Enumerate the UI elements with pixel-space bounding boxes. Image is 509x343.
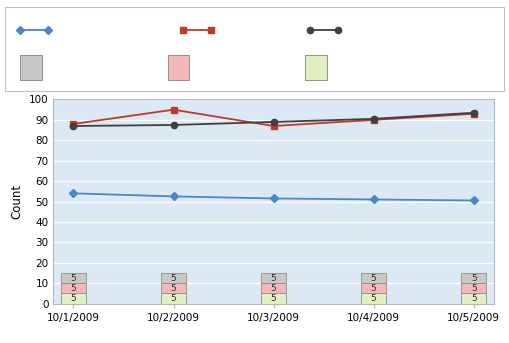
Text: 5: 5 (371, 274, 377, 283)
Bar (461, 273, 486, 283)
Text: 5: 5 (271, 294, 276, 303)
Text: Inconclusive Tests: Inconclusive Tests (48, 62, 138, 72)
Bar (61, 273, 86, 283)
Text: 5: 5 (71, 274, 76, 283)
Bar (261, 283, 286, 293)
Bar (461, 293, 486, 304)
Text: 5: 5 (171, 284, 177, 293)
Text: 5: 5 (371, 284, 377, 293)
Y-axis label: Count: Count (10, 184, 23, 219)
Text: 5: 5 (271, 284, 276, 293)
Text: 5: 5 (271, 274, 276, 283)
Text: Failed Tests: Failed Tests (195, 62, 252, 72)
Bar (361, 273, 386, 283)
Bar (61, 293, 86, 304)
Bar (261, 273, 286, 283)
Text: 5: 5 (171, 274, 177, 283)
Bar (461, 283, 486, 293)
Bar (161, 273, 186, 283)
Bar (61, 283, 86, 293)
Text: 5: 5 (71, 284, 76, 293)
Text: Passed Tests: Passed Tests (333, 62, 395, 72)
Bar (361, 293, 386, 304)
Text: 5: 5 (471, 294, 476, 303)
Bar (261, 293, 286, 304)
Bar (161, 283, 186, 293)
Text: Code Coverage (percent): Code Coverage (percent) (344, 25, 469, 35)
Text: Code Churn (lines): Code Churn (lines) (216, 25, 309, 35)
Text: Active Bugs (count): Active Bugs (count) (53, 25, 152, 35)
Bar (161, 293, 186, 304)
Bar (361, 283, 386, 293)
Text: 5: 5 (71, 294, 76, 303)
Text: 5: 5 (471, 284, 476, 293)
Text: 5: 5 (371, 294, 377, 303)
Text: 5: 5 (171, 294, 177, 303)
Text: 5: 5 (471, 274, 476, 283)
